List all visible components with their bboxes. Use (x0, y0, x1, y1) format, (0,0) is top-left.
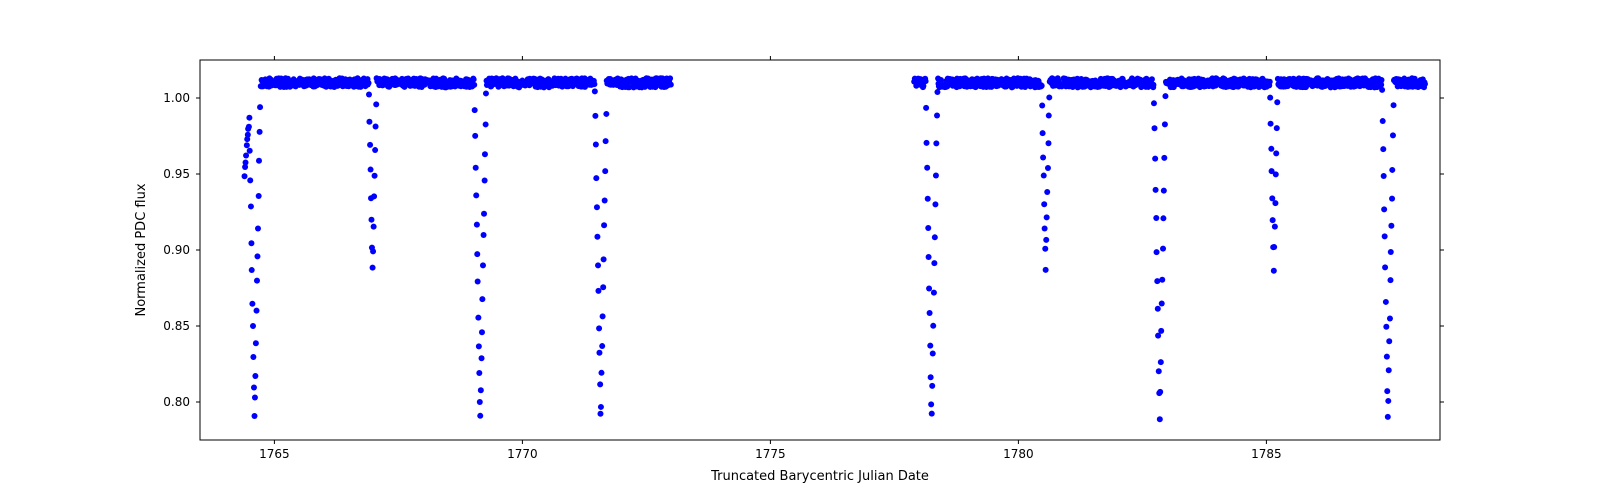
x-tick-label: 1765 (259, 447, 290, 461)
x-tick-label: 1770 (507, 447, 538, 461)
x-tick-label: 1780 (1003, 447, 1034, 461)
x-tick-label: 1775 (755, 447, 786, 461)
light-curve-chart: 1765 1770 1775 1780 1785 0.80 0.85 0.90 0.95 1.00… (0, 0, 1600, 500)
chart-svg: 1765 1770 1775 1780 1785 0.80 0.85 0.90 0.95 1.00… (0, 0, 1600, 500)
y-tick-label: 1.00 (163, 91, 190, 105)
x-tick-label: 1785 (1251, 447, 1282, 461)
y-axis-label: Normalized PDC flux (134, 183, 149, 316)
y-tick-label: 0.90 (163, 243, 190, 257)
y-tick-label: 0.95 (163, 167, 190, 181)
y-tick-label: 0.80 (163, 395, 190, 409)
x-axis-label: Truncated Barycentric Julian Date (710, 469, 929, 484)
y-tick-label: 0.85 (163, 319, 190, 333)
